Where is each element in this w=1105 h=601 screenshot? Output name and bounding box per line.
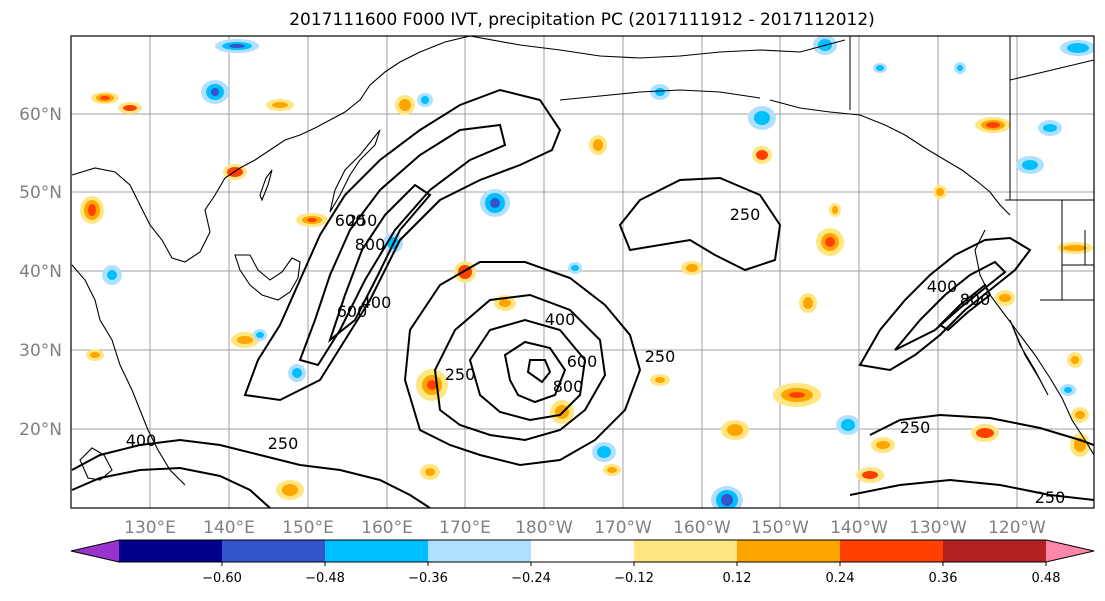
canada-inner-line (1009, 59, 1094, 81)
contour-label: 600 (337, 302, 368, 321)
map-area: 2504006008002504006008002504008002506002… (71, 36, 1094, 508)
longitude-label: 160°E (361, 518, 413, 538)
contour-label: 800 (960, 290, 991, 309)
colorbar-segment (325, 540, 429, 562)
contour-label: 400 (361, 293, 392, 312)
longitude-labels: 130°E 140°E 150°E 160°E 170°E 180°W 170°W 160°W… (124, 518, 1046, 538)
contour-label: 600 (335, 211, 366, 230)
negative-patches (102, 36, 1094, 508)
colorbar-tick-label: −0.48 (305, 571, 345, 586)
contour-label: 250 (445, 365, 476, 384)
longitude-label: 130°W (909, 518, 967, 538)
contour-1000-cyclone (526, 359, 552, 384)
latitude-label: 40°N (19, 262, 62, 282)
colorbar-extension-low (71, 540, 119, 562)
colorbar-segment (119, 540, 223, 562)
contour-250-northeast (618, 176, 782, 272)
longitude-label: 170°E (439, 518, 491, 538)
contour-250-south-east (849, 478, 1094, 501)
latitude-labels: 60°N 50°N 40°N 30°N 20°N (19, 105, 62, 440)
contour-label: 400 (545, 310, 576, 329)
contour-400-east (894, 260, 1007, 351)
contour-250-cyclone (403, 261, 642, 467)
contour-label: 250 (730, 205, 761, 224)
contour-400-cyclone (433, 293, 607, 442)
colorbar-tick-label: 0.12 (723, 571, 752, 586)
contour-label: 800 (355, 235, 386, 254)
contour-800-cyclone (503, 340, 567, 404)
contour-600-cyclone (468, 318, 587, 422)
contour-600-northwest (327, 183, 432, 343)
colorbar-tick-label: −0.24 (511, 571, 551, 586)
ivt-contours (71, 88, 1094, 508)
colorbar-segment (428, 540, 532, 562)
colorbar-tick-label: 0.48 (1032, 571, 1061, 586)
longitude-label: 150°E (282, 518, 334, 538)
graticule (71, 36, 1094, 508)
contour-400-northwest (298, 123, 507, 367)
contour-250-southeast (869, 413, 1094, 446)
sakhalin-outline (259, 169, 273, 202)
contour-label: 250 (347, 211, 378, 230)
contour-800-east (938, 283, 992, 332)
map-frame (70, 35, 1095, 509)
contour-label: 600 (567, 352, 598, 371)
colorbar-segment (943, 540, 1047, 562)
colorbar-segment (737, 540, 841, 562)
contour-labels: 2504006008002504006008002504008002506002… (126, 205, 1066, 507)
kamchatka-outline (329, 129, 381, 213)
boundaries (849, 36, 1094, 301)
latitude-label: 20°N (19, 420, 62, 440)
japan-outline (234, 254, 301, 301)
contour-250-northwest (243, 88, 562, 402)
aleutian-arc (559, 89, 761, 101)
philippines-outline (79, 447, 113, 481)
colorbar-tick-label: 0.24 (826, 571, 855, 586)
colorbar-extension-high (1046, 540, 1094, 562)
latitude-label: 60°N (19, 105, 62, 125)
contour-250-east (858, 236, 1032, 372)
longitude-label: 170°W (594, 518, 652, 538)
asia-coastline (71, 36, 471, 263)
contour-label: 250 (900, 418, 931, 437)
colorbar-tick-label: −0.60 (202, 571, 242, 586)
contour-label: 400 (126, 431, 157, 450)
longitude-label: 180°W (515, 518, 573, 538)
latitude-label: 30°N (19, 341, 62, 361)
colorbar-tick-label: 0.36 (929, 571, 958, 586)
colorbar-outline (70, 539, 1095, 563)
colorbar-tick-label: −0.36 (408, 571, 448, 586)
coastlines (71, 36, 1094, 486)
colorbar: −0.60 −0.48 −0.36 −0.24 −0.12 0.12 0.24 0.36 0.4… (70, 539, 1095, 586)
longitude-label: 120°W (988, 518, 1046, 538)
contour-250-south (71, 438, 431, 508)
colorbar-segment (222, 540, 326, 562)
longitude-label: 150°W (751, 518, 809, 538)
longitude-label: 130°E (124, 518, 176, 538)
contour-label: 250 (1035, 488, 1066, 507)
alaska-coastline (769, 99, 1011, 216)
contour-label: 250 (645, 347, 676, 366)
asia-mainland-east (71, 264, 186, 486)
precipitation-anomaly-patches (80, 36, 1094, 508)
positive-patches (80, 92, 1093, 500)
contour-label: 400 (927, 277, 958, 296)
contour-label: 800 (553, 377, 584, 396)
colorbar-segment (840, 540, 944, 562)
colorbar-segment (531, 540, 635, 562)
longitude-label: 140°W (830, 518, 888, 538)
longitude-label: 160°W (673, 518, 731, 538)
colorbar-tick-label: −0.12 (614, 571, 654, 586)
contour-400-south (71, 466, 271, 508)
longitude-label: 140°E (203, 518, 255, 538)
latitude-label: 50°N (19, 183, 62, 203)
map-title: 2017111600 F000 IVT, precipitation PC (2… (289, 10, 875, 30)
north-asia-shore (469, 36, 846, 59)
colorbar-segment (634, 540, 738, 562)
baja-outline (1009, 319, 1049, 396)
contour-label: 250 (268, 434, 299, 453)
